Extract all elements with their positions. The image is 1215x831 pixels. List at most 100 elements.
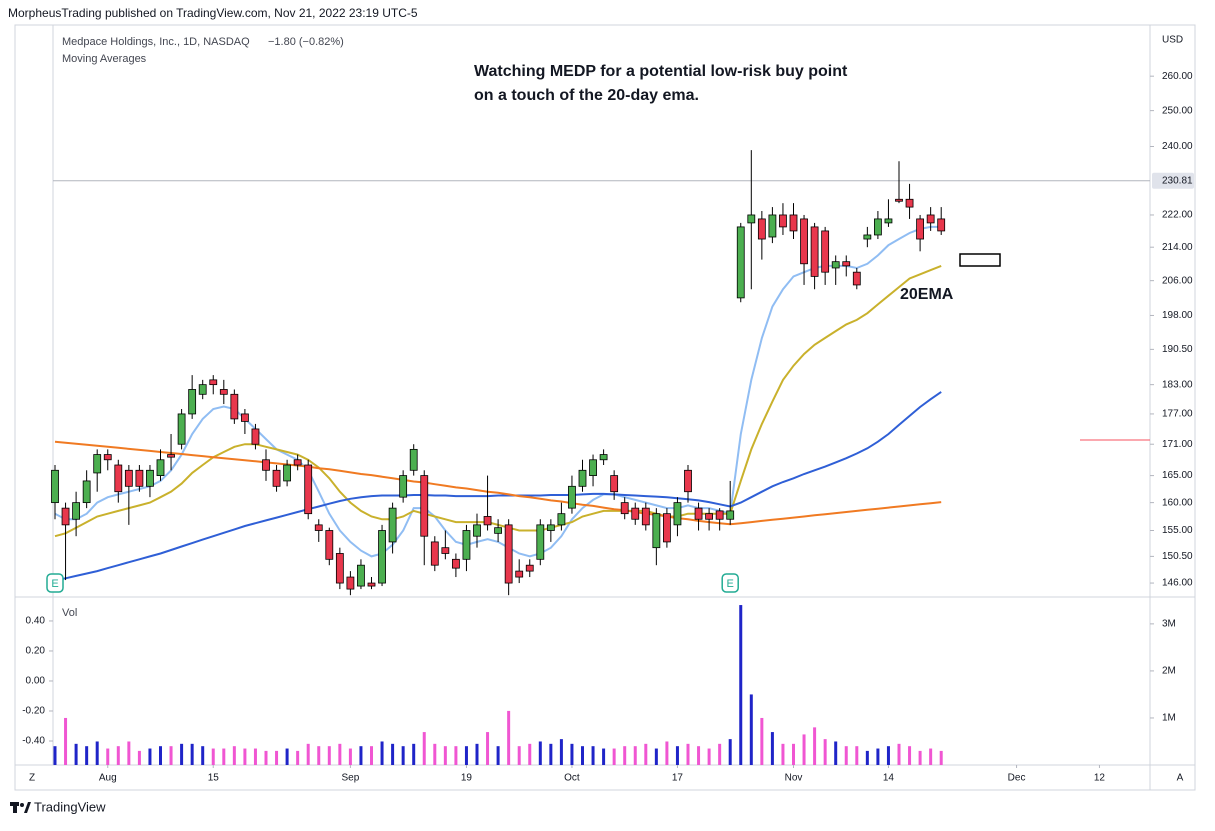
earnings-label: E [727,578,734,590]
volume-bar [106,748,110,765]
volume-bar [707,748,711,765]
volume-bar [939,750,943,765]
volume-bar [422,732,426,765]
earnings-label: E [51,578,58,590]
volume-bar [602,748,606,765]
candle-body [926,214,935,224]
volume-bar [306,743,310,765]
y-tick-label: 165.00 [1162,470,1193,481]
volume-bar [718,743,722,765]
candle-body [937,218,946,232]
volume-bar [370,746,373,765]
volume-bar [760,717,764,765]
earnings-marker [721,573,739,593]
moving-average [54,225,942,558]
y-tick-label: 240.00 [1162,141,1193,152]
candle-body [504,524,513,584]
y-tick-label: 250.00 [1162,105,1193,116]
candle-body [895,198,903,202]
candle-body [51,469,59,504]
chart-frame [14,24,1196,791]
x-tick-label: 14 [883,773,895,784]
candle-body [810,226,819,277]
volume-tick-label: 2M [1162,666,1176,677]
candle-body [304,464,313,515]
candle-body [219,389,228,395]
volume-bar [359,746,363,765]
candle-body [230,393,239,420]
candle-body [156,459,165,476]
candle-body [272,469,281,487]
annotation: Watching MEDP for a potential low-risk b… [474,63,848,80]
candle-body [188,389,197,415]
volume-bar [538,741,542,765]
x-tick-label: 17 [672,773,684,784]
candle-body [293,459,302,466]
volume-bar [908,746,912,765]
candle-body [451,558,460,569]
candle-body [378,530,386,584]
volume-bar [507,710,511,765]
left-tick-label: 0.00 [26,676,46,687]
footer-logo [10,802,31,813]
candle-body [399,475,408,498]
candle-body [757,218,766,240]
volume-bar [496,746,500,765]
candle-body [620,502,629,515]
candle-body [568,485,576,509]
volume-bar [85,746,89,765]
candle-body [251,428,260,445]
volume-bar [823,739,827,765]
volume-bar [623,746,627,765]
x-tick-label: Nov [785,773,803,784]
candle-body [768,214,777,238]
volume-bar [675,746,679,765]
y-tick-label: 155.00 [1162,525,1193,536]
volume-bar [433,743,437,765]
volume-bar [918,750,922,765]
left-tick-label: 0.20 [26,646,46,657]
volume-bar [886,746,890,765]
volume-bar [159,746,162,765]
volume-bar [275,750,279,765]
volume-bar [528,743,532,765]
volume-bar [232,746,236,765]
candle-body [262,459,270,471]
candle-body [462,530,471,560]
volume-bar [549,743,553,765]
control-button[interactable]: Z [29,773,35,784]
candle-body [441,547,450,554]
volume-bar [253,748,257,765]
candle-body [357,564,365,587]
control-button[interactable]: A [1177,773,1184,784]
candle-body [736,226,745,299]
candle-body [789,214,798,232]
candle-body [135,469,144,487]
candle-body [557,513,566,526]
candle-body [346,576,355,590]
candle-body [715,510,724,520]
volume-bar [401,746,405,765]
candle-body [694,507,703,520]
candle-body [420,475,429,537]
candle-body [167,454,175,458]
volume-bar [95,741,99,765]
x-tick-label: 12 [1094,773,1106,784]
volume-bar [612,748,616,765]
x-tick-label: 15 [208,773,220,784]
candle-body [93,454,102,474]
volume-bar [581,746,584,765]
volume-bar [190,743,194,765]
candle-body [367,582,376,587]
candle-body [863,234,872,240]
volume-bar [412,743,416,765]
candle-body [61,507,70,526]
y-tick-label: 177.00 [1162,409,1193,420]
volume-bar [728,739,732,765]
candle-body [705,513,713,520]
candle-body [578,469,587,487]
volume-bar [264,750,268,765]
candle-body [916,218,924,240]
y-tick-label: 214.00 [1162,242,1193,253]
